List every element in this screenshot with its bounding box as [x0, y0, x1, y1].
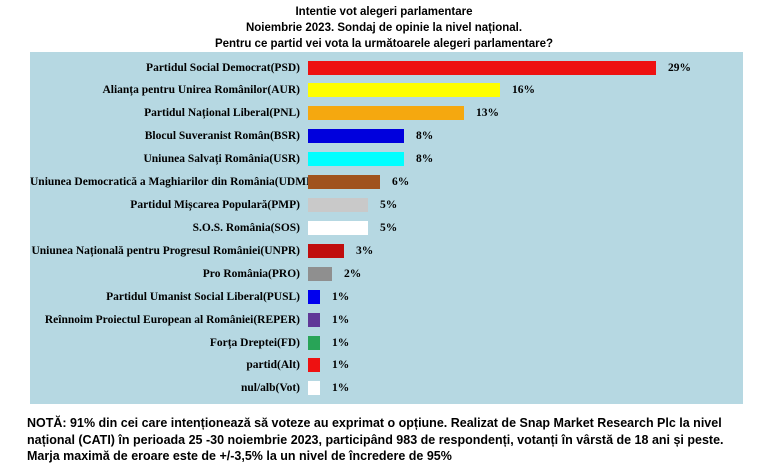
bar: [308, 106, 464, 121]
chart-row: Forța Dreptei(FD) 1%: [30, 335, 743, 350]
footnote-line-3: Marja maximă de eroare este de +/-3,5% l…: [27, 449, 452, 463]
bar: [308, 289, 320, 304]
value-label: 5%: [380, 221, 398, 234]
category-label: S.O.S. România(SOS): [192, 221, 300, 234]
category-label: Partidul Mișcarea Populară(PMP): [130, 199, 300, 212]
bar: [308, 152, 404, 167]
chart-row: nul/alb(Vot) 1%: [30, 381, 743, 396]
category-label: Forța Dreptei(FD): [209, 336, 300, 349]
chart-row: Uniunea Salvați România(USR) 8%: [30, 152, 743, 167]
value-label: 8%: [416, 153, 434, 166]
value-label: 13%: [476, 107, 499, 120]
bar: [308, 381, 320, 396]
title-line-1: Intentie vot alegeri parlamentare: [295, 6, 473, 18]
value-label: 1%: [332, 313, 350, 326]
chart-title: Intentie vot alegeri parlamentare Noiemb…: [0, 4, 768, 52]
chart-row: Partidul Național Liberal(PNL) 13%: [30, 106, 743, 121]
value-label: 1%: [332, 290, 350, 303]
category-label: Blocul Suveranist Român(BSR): [144, 130, 300, 143]
bar-chart-plot-area: Partidul Social Democrat(PSD) 29% Alianța …: [30, 52, 743, 404]
value-label: 5%: [380, 199, 398, 212]
chart-row: Pro România(PRO) 2%: [30, 266, 743, 281]
bar: [308, 312, 320, 327]
category-label: Uniunea Salvați România(USR): [143, 153, 300, 166]
chart-row: Partidul Social Democrat(PSD) 29%: [30, 60, 743, 75]
value-label: 6%: [392, 176, 410, 189]
chart-row: Alianța pentru Unirea Românilor(AUR) 16%: [30, 83, 743, 98]
chart-row: Blocul Suveranist Român(BSR) 8%: [30, 129, 743, 144]
bar: [308, 243, 344, 258]
bar: [308, 220, 368, 235]
category-label: Uniunea Democratică a Maghiarilor din Ro…: [30, 176, 319, 189]
category-label: Partidul Național Liberal(PNL): [144, 107, 300, 120]
footnote-line-2: național (CATI) în perioada 25 -30 noiem…: [27, 432, 724, 447]
chart-row: Uniunea Națională pentru Progresul Român…: [30, 243, 743, 258]
footnote: NOTĂ: 91% din cei care intenționează să …: [27, 415, 751, 465]
category-label: Pro România(PRO): [202, 267, 300, 280]
value-label: 1%: [332, 382, 350, 395]
category-label: nul/alb(Vot): [240, 382, 300, 395]
footnote-line-1: NOTĂ: 91% din cei care intenționează să …: [27, 416, 722, 430]
value-label: 29%: [668, 61, 691, 74]
chart-row: Reînnoim Proiectul European al României(…: [30, 312, 743, 327]
title-line-2: Noiembrie 2023. Sondaj de opinie la nive…: [245, 22, 523, 34]
chart-row: Partidul Mișcarea Populară(PMP) 5%: [30, 198, 743, 213]
value-label: 3%: [356, 244, 374, 257]
bar: [308, 175, 380, 190]
chart-row: Partidul Umanist Social Liberal(PUSL) 1%: [30, 289, 743, 304]
chart-row: Uniunea Democratică a Maghiarilor din Ro…: [30, 175, 743, 190]
bar: [308, 266, 332, 281]
bar: [308, 358, 320, 373]
chart-row: partid(Alt) 1%: [30, 358, 743, 373]
value-label: 16%: [512, 84, 535, 97]
bar: [308, 83, 500, 98]
category-label: Reînnoim Proiectul European al României(…: [44, 313, 300, 326]
bar: [308, 335, 320, 350]
chart-row: S.O.S. România(SOS) 5%: [30, 220, 743, 235]
value-label: 8%: [416, 130, 434, 143]
value-label: 2%: [344, 267, 362, 280]
bar: [308, 198, 368, 213]
bar: [308, 60, 656, 75]
title-line-3: Pentru ce partid vei vota la următoarele…: [214, 38, 554, 50]
category-label: Alianța pentru Unirea Românilor(AUR): [102, 84, 300, 97]
category-label: partid(Alt): [246, 359, 300, 372]
category-label: Partidul Social Democrat(PSD): [146, 61, 300, 74]
value-label: 1%: [332, 359, 350, 372]
value-label: 1%: [332, 336, 350, 349]
category-label: Uniunea Națională pentru Progresul Român…: [31, 244, 300, 257]
bar: [308, 129, 404, 144]
category-label: Partidul Umanist Social Liberal(PUSL): [106, 290, 300, 303]
